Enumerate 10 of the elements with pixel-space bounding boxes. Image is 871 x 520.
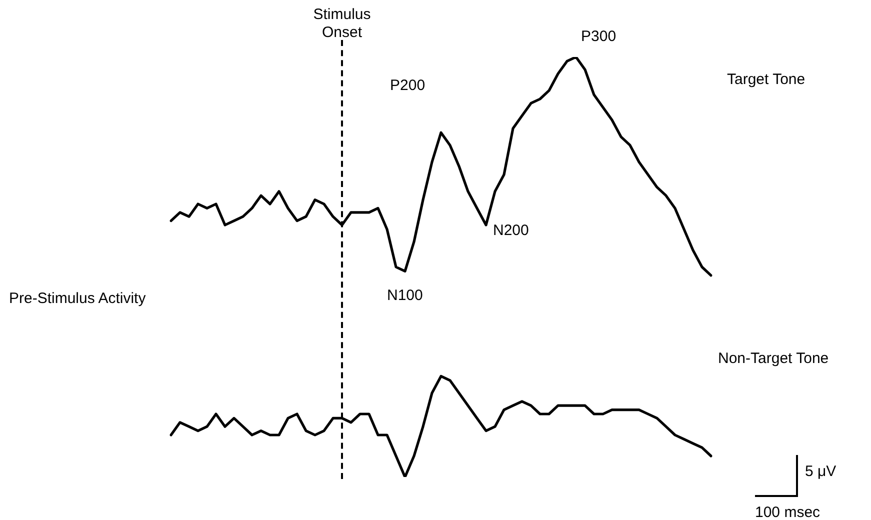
text: Non-Target Tone (718, 350, 829, 368)
text: Pre-Stimulus Activity (9, 290, 146, 308)
text: Target Tone (727, 71, 806, 89)
annotation: P200 (390, 77, 426, 95)
text: 5 μV (805, 463, 836, 481)
annotation: N100 (387, 287, 423, 305)
annotation: N200 (493, 222, 529, 240)
text: Stimulus Onset (312, 6, 372, 42)
text: 100 msec (755, 504, 820, 520)
text: P300 (581, 28, 616, 46)
